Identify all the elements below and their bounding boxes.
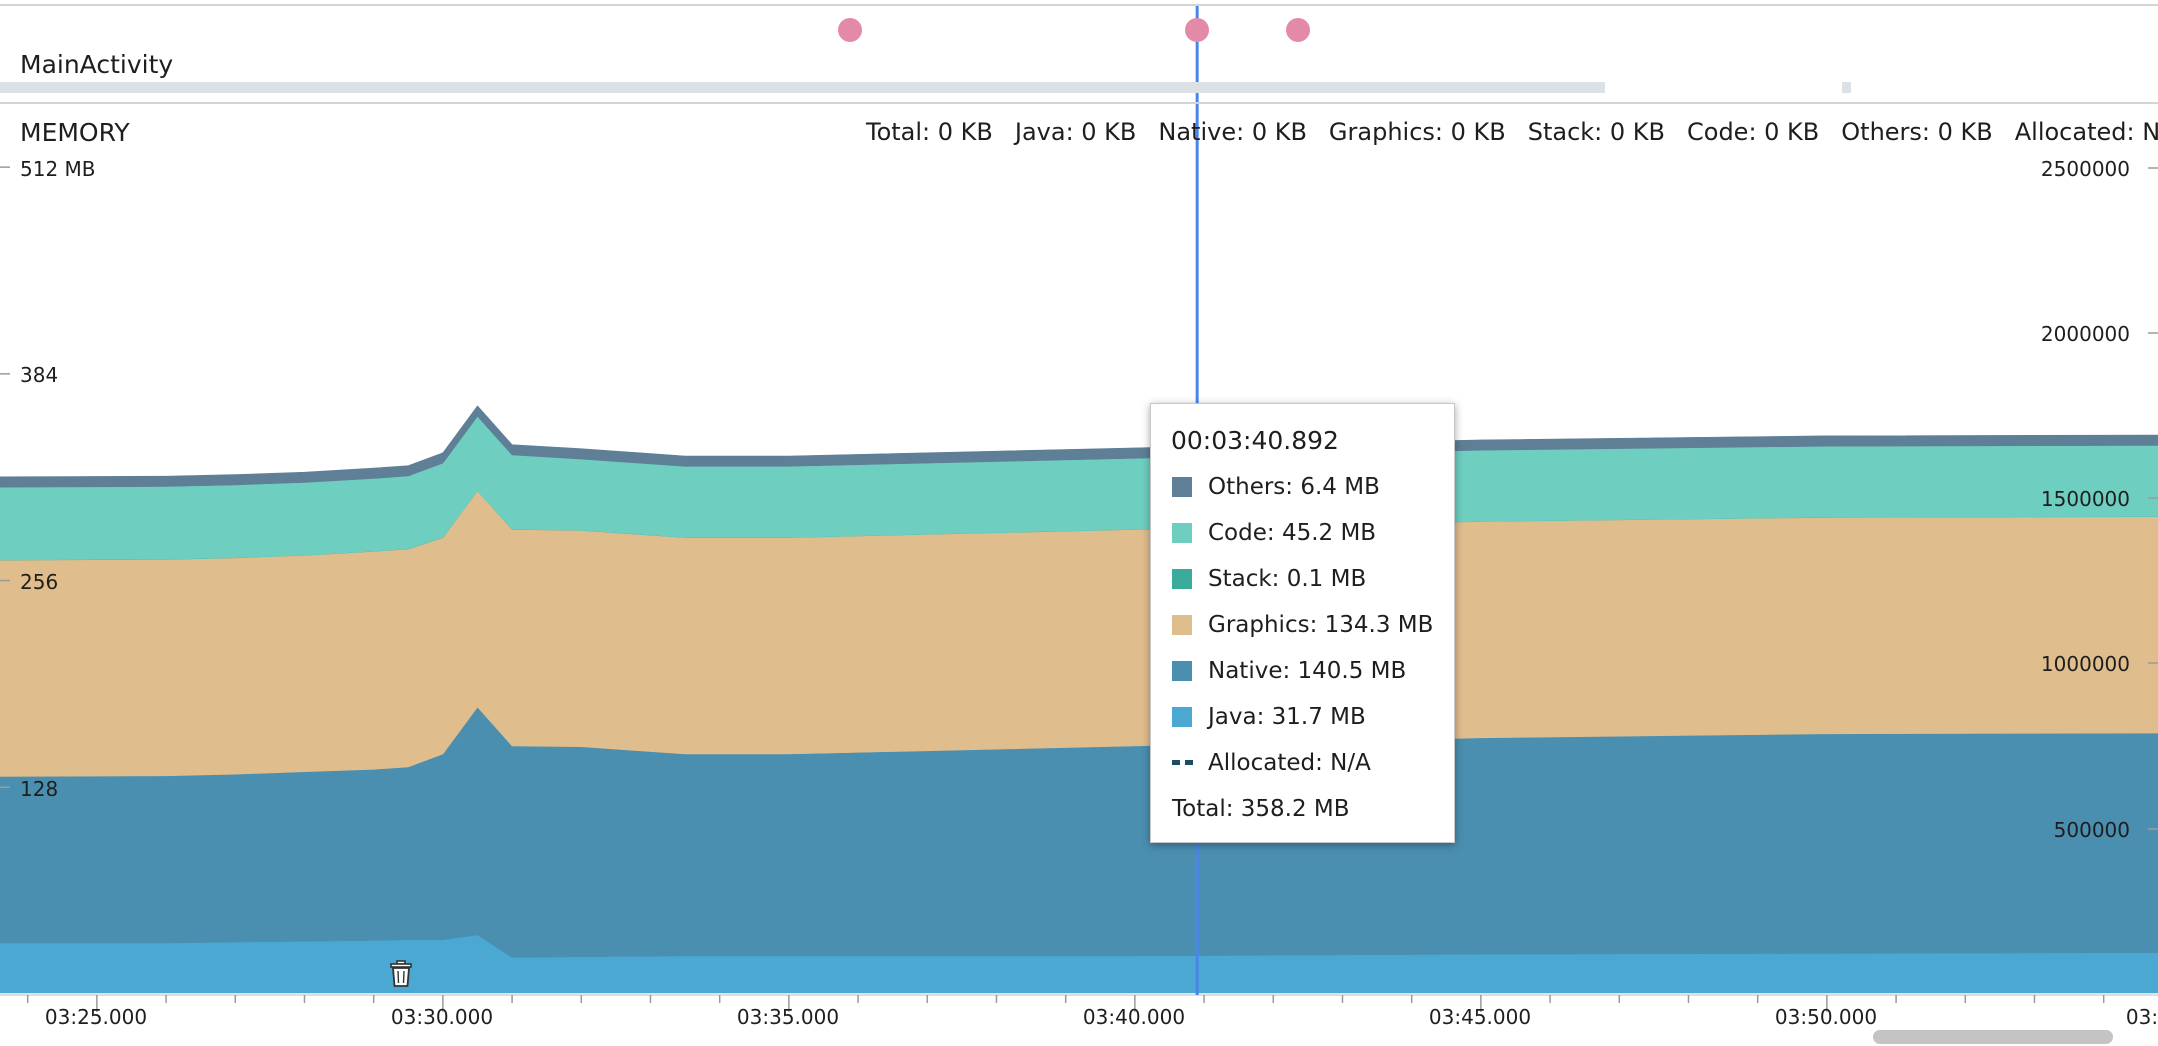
tooltip-label: Code: 45.2 MB	[1208, 520, 1377, 546]
memory-tooltip: 00:03:40.892 Others: 6.4 MB Code: 45.2 M…	[1150, 403, 1455, 843]
tooltip-row-others: Others: 6.4 MB	[1172, 474, 1380, 500]
legend-others: Others: 0 KB	[1841, 118, 1993, 146]
tooltip-label: Java: 31.7 MB	[1208, 704, 1366, 730]
tooltip-label: Native: 140.5 MB	[1208, 658, 1407, 684]
legend-java: Java: 0 KB	[1014, 118, 1137, 146]
tooltip-label: Others: 6.4 MB	[1208, 474, 1380, 500]
y-axis-label: 512 MB	[20, 157, 96, 181]
tooltip-label: Stack: 0.1 MB	[1208, 566, 1367, 592]
stack-swatch	[1172, 569, 1192, 589]
legend-graphics: Graphics: 0 KB	[1328, 118, 1506, 146]
tooltip-row-stack: Stack: 0.1 MB	[1172, 566, 1366, 592]
y-axis-right-label: 1500000	[2040, 487, 2130, 511]
activity-bar[interactable]	[0, 82, 1605, 93]
legend-stack: Stack: 0 KB	[1527, 118, 1665, 146]
y-axis-label: 128	[20, 777, 59, 801]
divider	[0, 4, 2158, 6]
tooltip-label: Allocated: N/A	[1208, 750, 1371, 776]
tooltip-total: Total: 358.2 MB	[1172, 796, 1350, 822]
x-axis-label: 03:30.000	[390, 1005, 494, 1029]
touch-event-marker[interactable]	[838, 18, 862, 42]
touch-event-marker[interactable]	[1286, 18, 1310, 42]
activity-label: MainActivity	[20, 50, 174, 79]
x-axis-label: 03:50.000	[1774, 1005, 1878, 1029]
x-axis-label: 03:	[2125, 1005, 2158, 1029]
tooltip-time: 00:03:40.892	[1171, 426, 1339, 455]
x-axis-label: 03:45.000	[1428, 1005, 1532, 1029]
java-swatch	[1172, 707, 1192, 727]
y-axis-right-label: 2500000	[2040, 157, 2130, 181]
divider	[0, 102, 2158, 104]
x-axis-label: 03:40.000	[1082, 1005, 1186, 1029]
y-axis-right-label: 500000	[2053, 818, 2130, 842]
trash-icon[interactable]	[390, 960, 412, 988]
touch-event-marker[interactable]	[1185, 18, 1209, 42]
y-axis-right-label: 1000000	[2040, 652, 2130, 676]
legend-allocated: Allocated: N/A	[2014, 118, 2158, 146]
others-swatch	[1172, 477, 1192, 497]
legend-native: Native: 0 KB	[1158, 118, 1307, 146]
tooltip-label: Graphics: 134.3 MB	[1208, 612, 1434, 638]
area-others	[0, 405, 2158, 488]
graphics-swatch	[1172, 615, 1192, 635]
legend-total: Total: 0 KB	[866, 118, 993, 146]
horizontal-scrollbar[interactable]	[1873, 1030, 2113, 1044]
tooltip-row-allocated: Allocated: N/A	[1172, 750, 1371, 776]
allocated-dash-icon	[1172, 760, 1194, 765]
event-timeline[interactable]	[0, 0, 2158, 104]
y-axis-label: 256	[20, 570, 59, 594]
tooltip-row-code: Code: 45.2 MB	[1172, 520, 1376, 546]
y-axis-right-label: 2000000	[2040, 322, 2130, 346]
native-swatch	[1172, 661, 1192, 681]
activity-bar[interactable]	[1842, 82, 1851, 93]
code-swatch	[1172, 523, 1192, 543]
legend-code: Code: 0 KB	[1687, 118, 1820, 146]
tooltip-row-native: Native: 140.5 MB	[1172, 658, 1406, 684]
memory-title: MEMORY	[20, 118, 130, 147]
y-axis-label: 384	[20, 363, 59, 387]
tooltip-row-java: Java: 31.7 MB	[1172, 704, 1366, 730]
memory-legend: Total: 0 KB Java: 0 KB Native: 0 KB Graphic…	[866, 118, 2158, 146]
x-axis-label: 03:25.000	[44, 1005, 148, 1029]
tooltip-row-graphics: Graphics: 134.3 MB	[1172, 612, 1433, 638]
x-axis-label: 03:35.000	[736, 1005, 840, 1029]
